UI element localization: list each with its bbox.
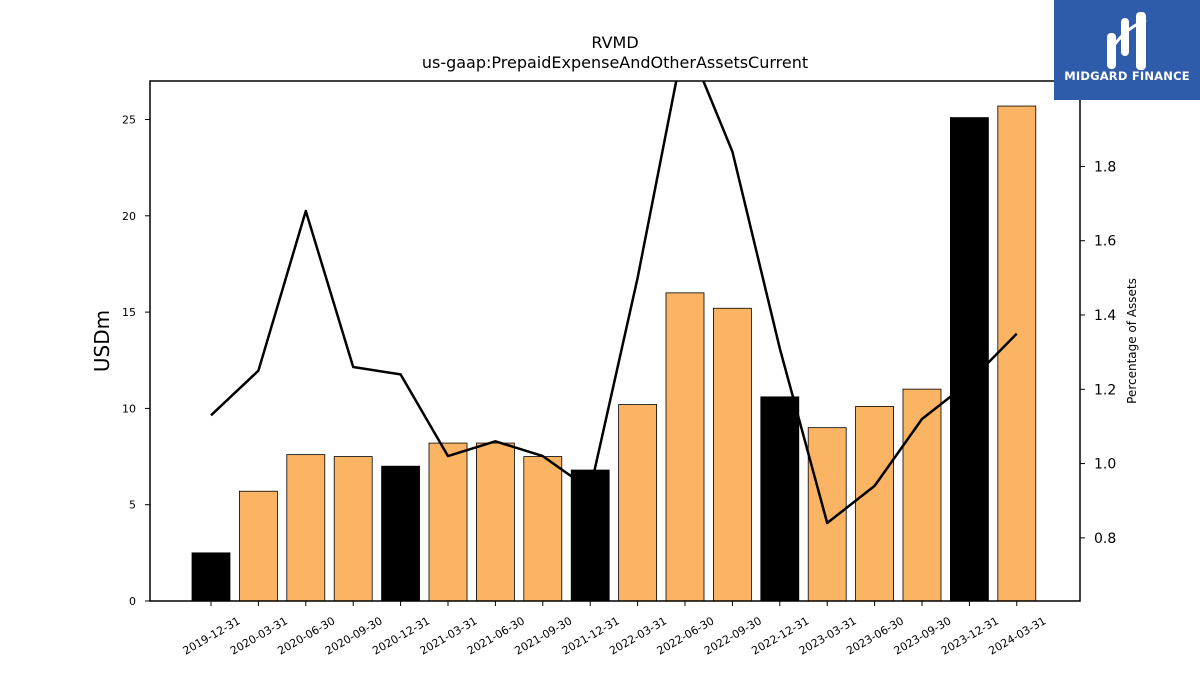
y-axis-label: USDm	[90, 310, 114, 372]
bar-2020-06-30	[286, 454, 326, 602]
bar-2019-12-31	[191, 552, 231, 602]
plot-frame	[149, 80, 1081, 602]
right-tick-label: 1.6	[1094, 234, 1116, 250]
left-tick-label: 15	[122, 306, 136, 319]
bar-2022-12-31	[760, 396, 800, 602]
bar-2020-09-30	[333, 456, 373, 602]
right-axis-ticks: 0.8 1.0 1.2 1.4 1.6 1.8	[1080, 159, 1116, 547]
bar-2023-12-31	[950, 117, 989, 602]
left-tick-label: 0	[129, 595, 136, 608]
bar-2024-03-31	[997, 105, 1037, 602]
bar-2020-12-31	[381, 465, 421, 602]
bar-2021-09-30	[523, 456, 563, 602]
left-tick-label: 25	[122, 114, 136, 127]
bar-2022-06-30	[665, 292, 705, 602]
chart-title: RVMD	[591, 33, 638, 52]
line-layer	[210, 81, 1018, 525]
x-axis-ticks: 2019-12-312020-03-312020-06-302020-09-30…	[181, 601, 1048, 658]
y2-axis-label: Percentage of Assets	[1125, 278, 1139, 404]
percentage-line	[210, 81, 1018, 525]
right-tick-label: 1.8	[1094, 159, 1116, 175]
bar-2023-09-30	[902, 388, 942, 602]
left-tick-label: 5	[129, 499, 136, 512]
right-tick-label: 1.0	[1094, 457, 1116, 473]
bar-2021-12-31	[570, 469, 610, 602]
bar-2022-03-31	[618, 404, 657, 602]
bar-2023-06-30	[855, 406, 894, 602]
left-tick-label: 10	[122, 402, 136, 415]
brand-mark-icon	[1107, 12, 1147, 70]
bar-2020-03-31	[238, 490, 278, 602]
bar-2023-03-31	[807, 427, 847, 602]
left-tick-label: 20	[122, 210, 136, 223]
left-axis-ticks: 0 5 10 15 20 25	[122, 114, 150, 608]
bars-layer	[191, 105, 1037, 602]
right-tick-label: 1.4	[1094, 308, 1116, 324]
bar-2021-03-31	[428, 442, 468, 602]
bar-2022-09-30	[713, 307, 752, 602]
right-tick-label: 0.8	[1094, 531, 1116, 547]
brand-logo: MIDGARD FINANCE	[1054, 0, 1200, 100]
bar-2021-06-30	[475, 442, 515, 602]
brand-name: MIDGARD FINANCE	[1064, 69, 1190, 83]
chart-subtitle: us-gaap:PrepaidExpenseAndOtherAssetsCurr…	[422, 53, 808, 72]
right-tick-label: 1.2	[1094, 382, 1116, 398]
